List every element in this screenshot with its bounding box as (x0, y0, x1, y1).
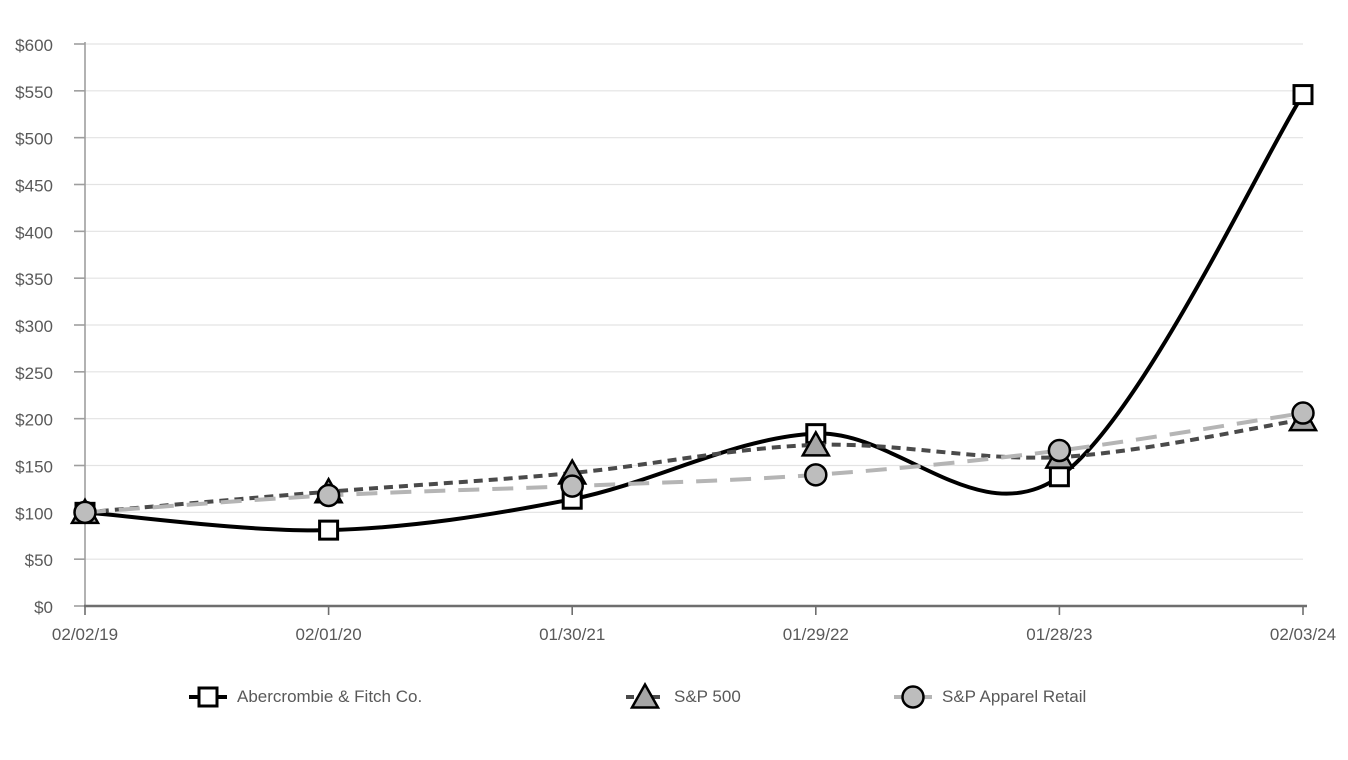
y-tick-label: $600 (15, 36, 53, 55)
x-tick-label: 01/29/22 (783, 625, 849, 644)
y-tick-label: $200 (15, 411, 53, 430)
triangle-marker-icon (626, 682, 664, 709)
x-tick-label: 02/01/20 (296, 625, 362, 644)
y-tick-label: $100 (15, 504, 53, 523)
series-line-s-p-500 (84, 417, 1304, 515)
y-tick-label: $450 (15, 177, 53, 196)
series-marker-s-p-500 (800, 429, 831, 457)
series-marker-s-p-apparel-retail (804, 463, 828, 487)
y-tick-label: $550 (15, 83, 53, 102)
circle-marker-icon (894, 685, 932, 709)
series-line-s-p-apparel-retail (84, 411, 1304, 515)
y-tick-label: $250 (15, 364, 53, 383)
y-tick-label: $300 (15, 317, 53, 336)
series-marker-s-p-apparel-retail (73, 500, 97, 525)
y-tick-label: $500 (15, 130, 53, 149)
x-tick-label: 02/02/19 (52, 625, 118, 644)
legend-label-abercrombie-fitch: Abercrombie & Fitch Co. (237, 687, 423, 706)
legend-item-sp500: S&P 500 (626, 682, 741, 712)
legend-marker-glyph-s-p-apparel-retail (901, 685, 925, 709)
square-marker-icon (189, 686, 227, 708)
series-marker-s-p-apparel-retail (316, 483, 341, 508)
y-tick-label: $0 (34, 598, 53, 617)
legend-item-abercrombie-fitch: Abercrombie & Fitch Co. (189, 682, 422, 712)
series-marker-s-p-apparel-retail (560, 474, 584, 498)
series-marker-abercrombie-fitch-co (1048, 466, 1070, 488)
legend-marker-glyph-abercrombie-fitch-co (197, 686, 219, 708)
y-tick-label: $400 (15, 223, 53, 242)
y-tick-label: $350 (15, 270, 53, 289)
legend-item-sp-apparel-retail: S&P Apparel Retail (894, 682, 1086, 712)
series-marker-s-p-apparel-retail (1291, 401, 1315, 425)
legend-label-sp500: S&P 500 (674, 687, 741, 706)
legend-label-sp-apparel-retail: S&P Apparel Retail (942, 687, 1087, 706)
y-tick-label: $150 (15, 458, 53, 477)
series-marker-abercrombie-fitch-co (318, 519, 340, 541)
stock-performance-chart: $0 $50 $100 $150 $200 $250 $300 $350 $400 $450 $50… (15, 36, 1336, 644)
series-marker-s-p-apparel-retail (1047, 438, 1072, 463)
x-tick-label: 02/03/24 (1270, 625, 1336, 644)
x-tick-label: 01/28/23 (1026, 625, 1092, 644)
y-tick-label: $50 (25, 551, 53, 570)
series-marker-abercrombie-fitch-co (1292, 84, 1314, 106)
x-tick-label: 01/30/21 (539, 625, 605, 644)
legend-marker-glyph-s-p-500 (629, 682, 661, 709)
